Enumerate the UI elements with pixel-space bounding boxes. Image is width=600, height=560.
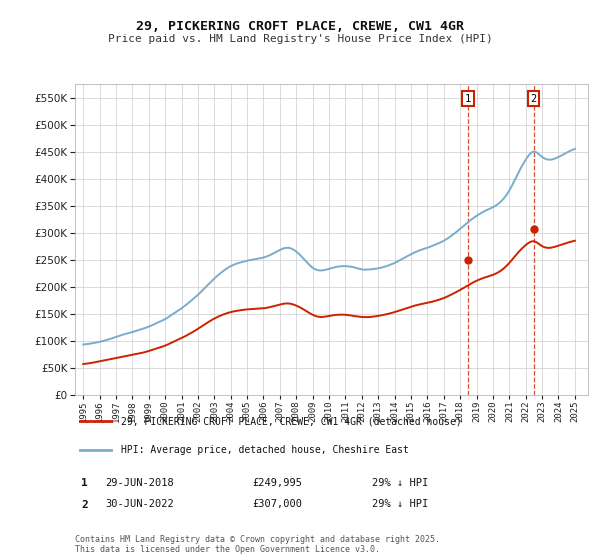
Text: 29% ↓ HPI: 29% ↓ HPI <box>372 499 428 509</box>
Text: Contains HM Land Registry data © Crown copyright and database right 2025.
This d: Contains HM Land Registry data © Crown c… <box>75 535 440 554</box>
Text: £249,995: £249,995 <box>252 478 302 488</box>
Text: 29% ↓ HPI: 29% ↓ HPI <box>372 478 428 488</box>
Text: 2: 2 <box>81 500 88 510</box>
Text: 29, PICKERING CROFT PLACE, CREWE, CW1 4GR: 29, PICKERING CROFT PLACE, CREWE, CW1 4G… <box>136 20 464 32</box>
Text: 29-JUN-2018: 29-JUN-2018 <box>105 478 174 488</box>
Text: 1: 1 <box>465 94 472 104</box>
Text: HPI: Average price, detached house, Cheshire East: HPI: Average price, detached house, Ches… <box>121 445 409 455</box>
Text: 1: 1 <box>81 478 88 488</box>
Text: Price paid vs. HM Land Registry's House Price Index (HPI): Price paid vs. HM Land Registry's House … <box>107 34 493 44</box>
Text: 29, PICKERING CROFT PLACE, CREWE, CW1 4GR (detached house): 29, PICKERING CROFT PLACE, CREWE, CW1 4G… <box>121 416 462 426</box>
Text: 30-JUN-2022: 30-JUN-2022 <box>105 499 174 509</box>
Text: £307,000: £307,000 <box>252 499 302 509</box>
Text: 2: 2 <box>530 94 537 104</box>
